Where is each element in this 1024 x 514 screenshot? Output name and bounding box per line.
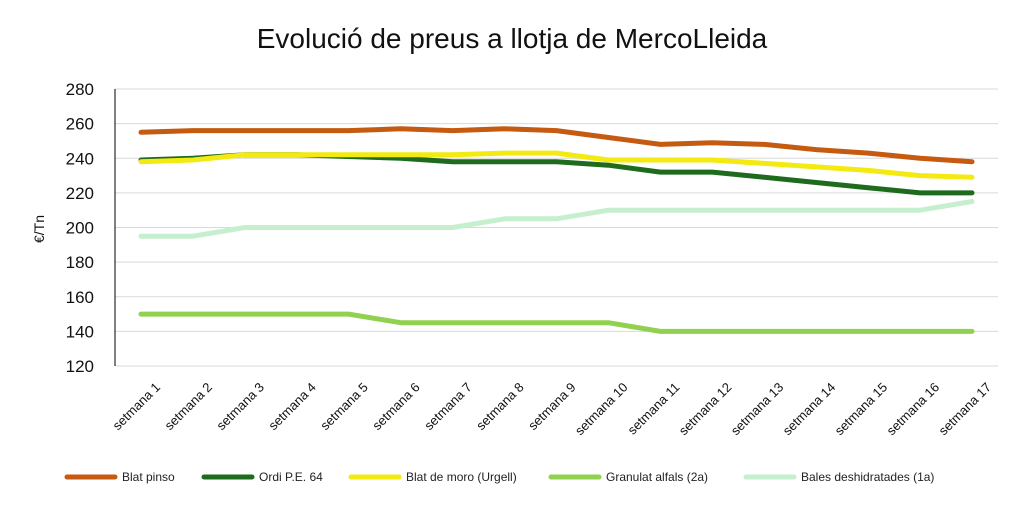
x-tick-label: setmana 8 <box>473 380 527 434</box>
y-axis-ticks: 120 140 160 180 200 220 240 260 280 <box>66 80 94 376</box>
series-line-3 <box>138 150 975 180</box>
x-tick-label: setmana 11 <box>625 380 683 438</box>
y-tick-label: 160 <box>66 288 94 307</box>
x-tick-label: setmana 3 <box>213 380 267 434</box>
x-tick-label: setmana 17 <box>936 380 995 439</box>
y-tick-label: 220 <box>66 184 94 203</box>
legend-label: Bales deshidratades (1a) <box>801 470 934 484</box>
legend-label: Granulat alfals (2a) <box>606 470 708 484</box>
x-tick-label: setmana 4 <box>265 380 319 434</box>
y-tick-label: 280 <box>66 80 94 99</box>
x-tick-label: setmana 6 <box>369 380 423 434</box>
x-tick-label: setmana 1 <box>110 380 164 434</box>
x-tick-label: setmana 5 <box>317 380 371 434</box>
legend-label: Blat de moro (Urgell) <box>406 470 517 484</box>
series-line-1 <box>138 126 975 165</box>
y-axis-label: €/Tn <box>31 215 47 243</box>
x-tick-label: setmana 9 <box>525 380 579 434</box>
x-tick-label: setmana 15 <box>832 380 891 439</box>
y-tick-label: 180 <box>66 253 94 272</box>
chart-title: Evolució de preus a llotja de MercoLleid… <box>257 23 768 54</box>
y-tick-label: 200 <box>66 219 94 238</box>
y-tick-label: 120 <box>66 357 94 376</box>
series-lines <box>138 126 975 334</box>
x-tick-label: setmana 10 <box>572 380 631 439</box>
series-line-5 <box>138 199 975 239</box>
x-tick-label: setmana 14 <box>780 380 839 439</box>
x-tick-label: setmana 2 <box>162 380 216 434</box>
y-tick-label: 240 <box>66 149 94 168</box>
y-tick-label: 260 <box>66 115 94 134</box>
series-line-4 <box>138 311 975 334</box>
x-tick-label: setmana 13 <box>728 380 787 439</box>
x-tick-label: setmana 16 <box>884 380 943 439</box>
x-tick-label: setmana 12 <box>676 380 735 439</box>
legend-label: Ordi P.E. 64 <box>259 470 323 484</box>
x-tick-label: setmana 7 <box>421 380 475 434</box>
legend: Blat pinso Ordi P.E. 64 Blat de moro (Urge… <box>64 470 934 484</box>
series-line-2 <box>138 152 975 196</box>
y-tick-label: 140 <box>66 322 94 341</box>
legend-label: Blat pinso <box>122 470 175 484</box>
